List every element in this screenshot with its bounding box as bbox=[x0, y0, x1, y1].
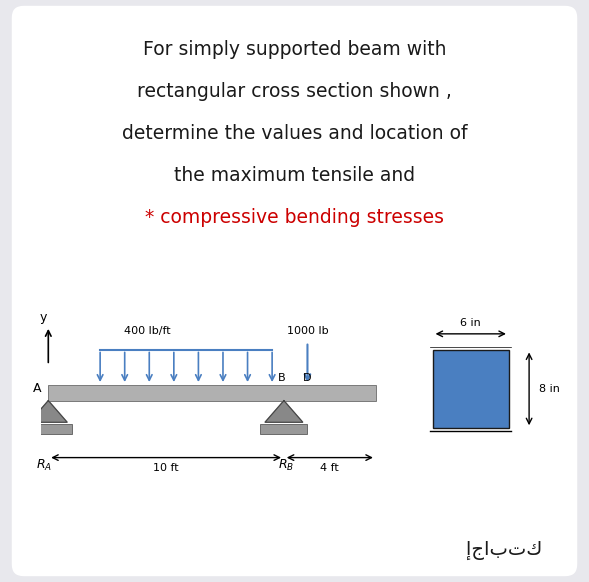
Text: determine the values and location of: determine the values and location of bbox=[122, 124, 467, 143]
Text: x: x bbox=[270, 386, 277, 399]
Text: B: B bbox=[278, 373, 285, 383]
Text: $R_B$: $R_B$ bbox=[278, 458, 294, 473]
Text: 400 lb/ft: 400 lb/ft bbox=[124, 326, 171, 336]
Polygon shape bbox=[29, 400, 67, 423]
Text: A: A bbox=[33, 382, 41, 395]
Polygon shape bbox=[265, 400, 303, 423]
Text: * compressive bending stresses: * compressive bending stresses bbox=[145, 208, 444, 226]
Bar bbox=[48, 385, 376, 400]
Bar bbox=[25, 424, 72, 434]
Text: y: y bbox=[40, 311, 47, 324]
Text: 4 ft: 4 ft bbox=[320, 463, 339, 474]
Bar bbox=[260, 424, 307, 434]
Text: $R_A$: $R_A$ bbox=[35, 458, 52, 473]
Text: إجابتك: إجابتك bbox=[465, 541, 542, 559]
Text: the maximum tensile and: the maximum tensile and bbox=[174, 166, 415, 184]
Text: D: D bbox=[303, 373, 312, 383]
Text: 6 in: 6 in bbox=[461, 318, 481, 328]
FancyBboxPatch shape bbox=[12, 6, 577, 576]
Text: 10 ft: 10 ft bbox=[153, 463, 179, 474]
Text: 8 in: 8 in bbox=[540, 384, 560, 394]
Text: 1000 lb: 1000 lb bbox=[287, 326, 328, 336]
Text: rectangular cross section shown ,: rectangular cross section shown , bbox=[137, 82, 452, 101]
Bar bbox=[433, 350, 509, 428]
Text: For simply supported beam with: For simply supported beam with bbox=[143, 40, 446, 59]
